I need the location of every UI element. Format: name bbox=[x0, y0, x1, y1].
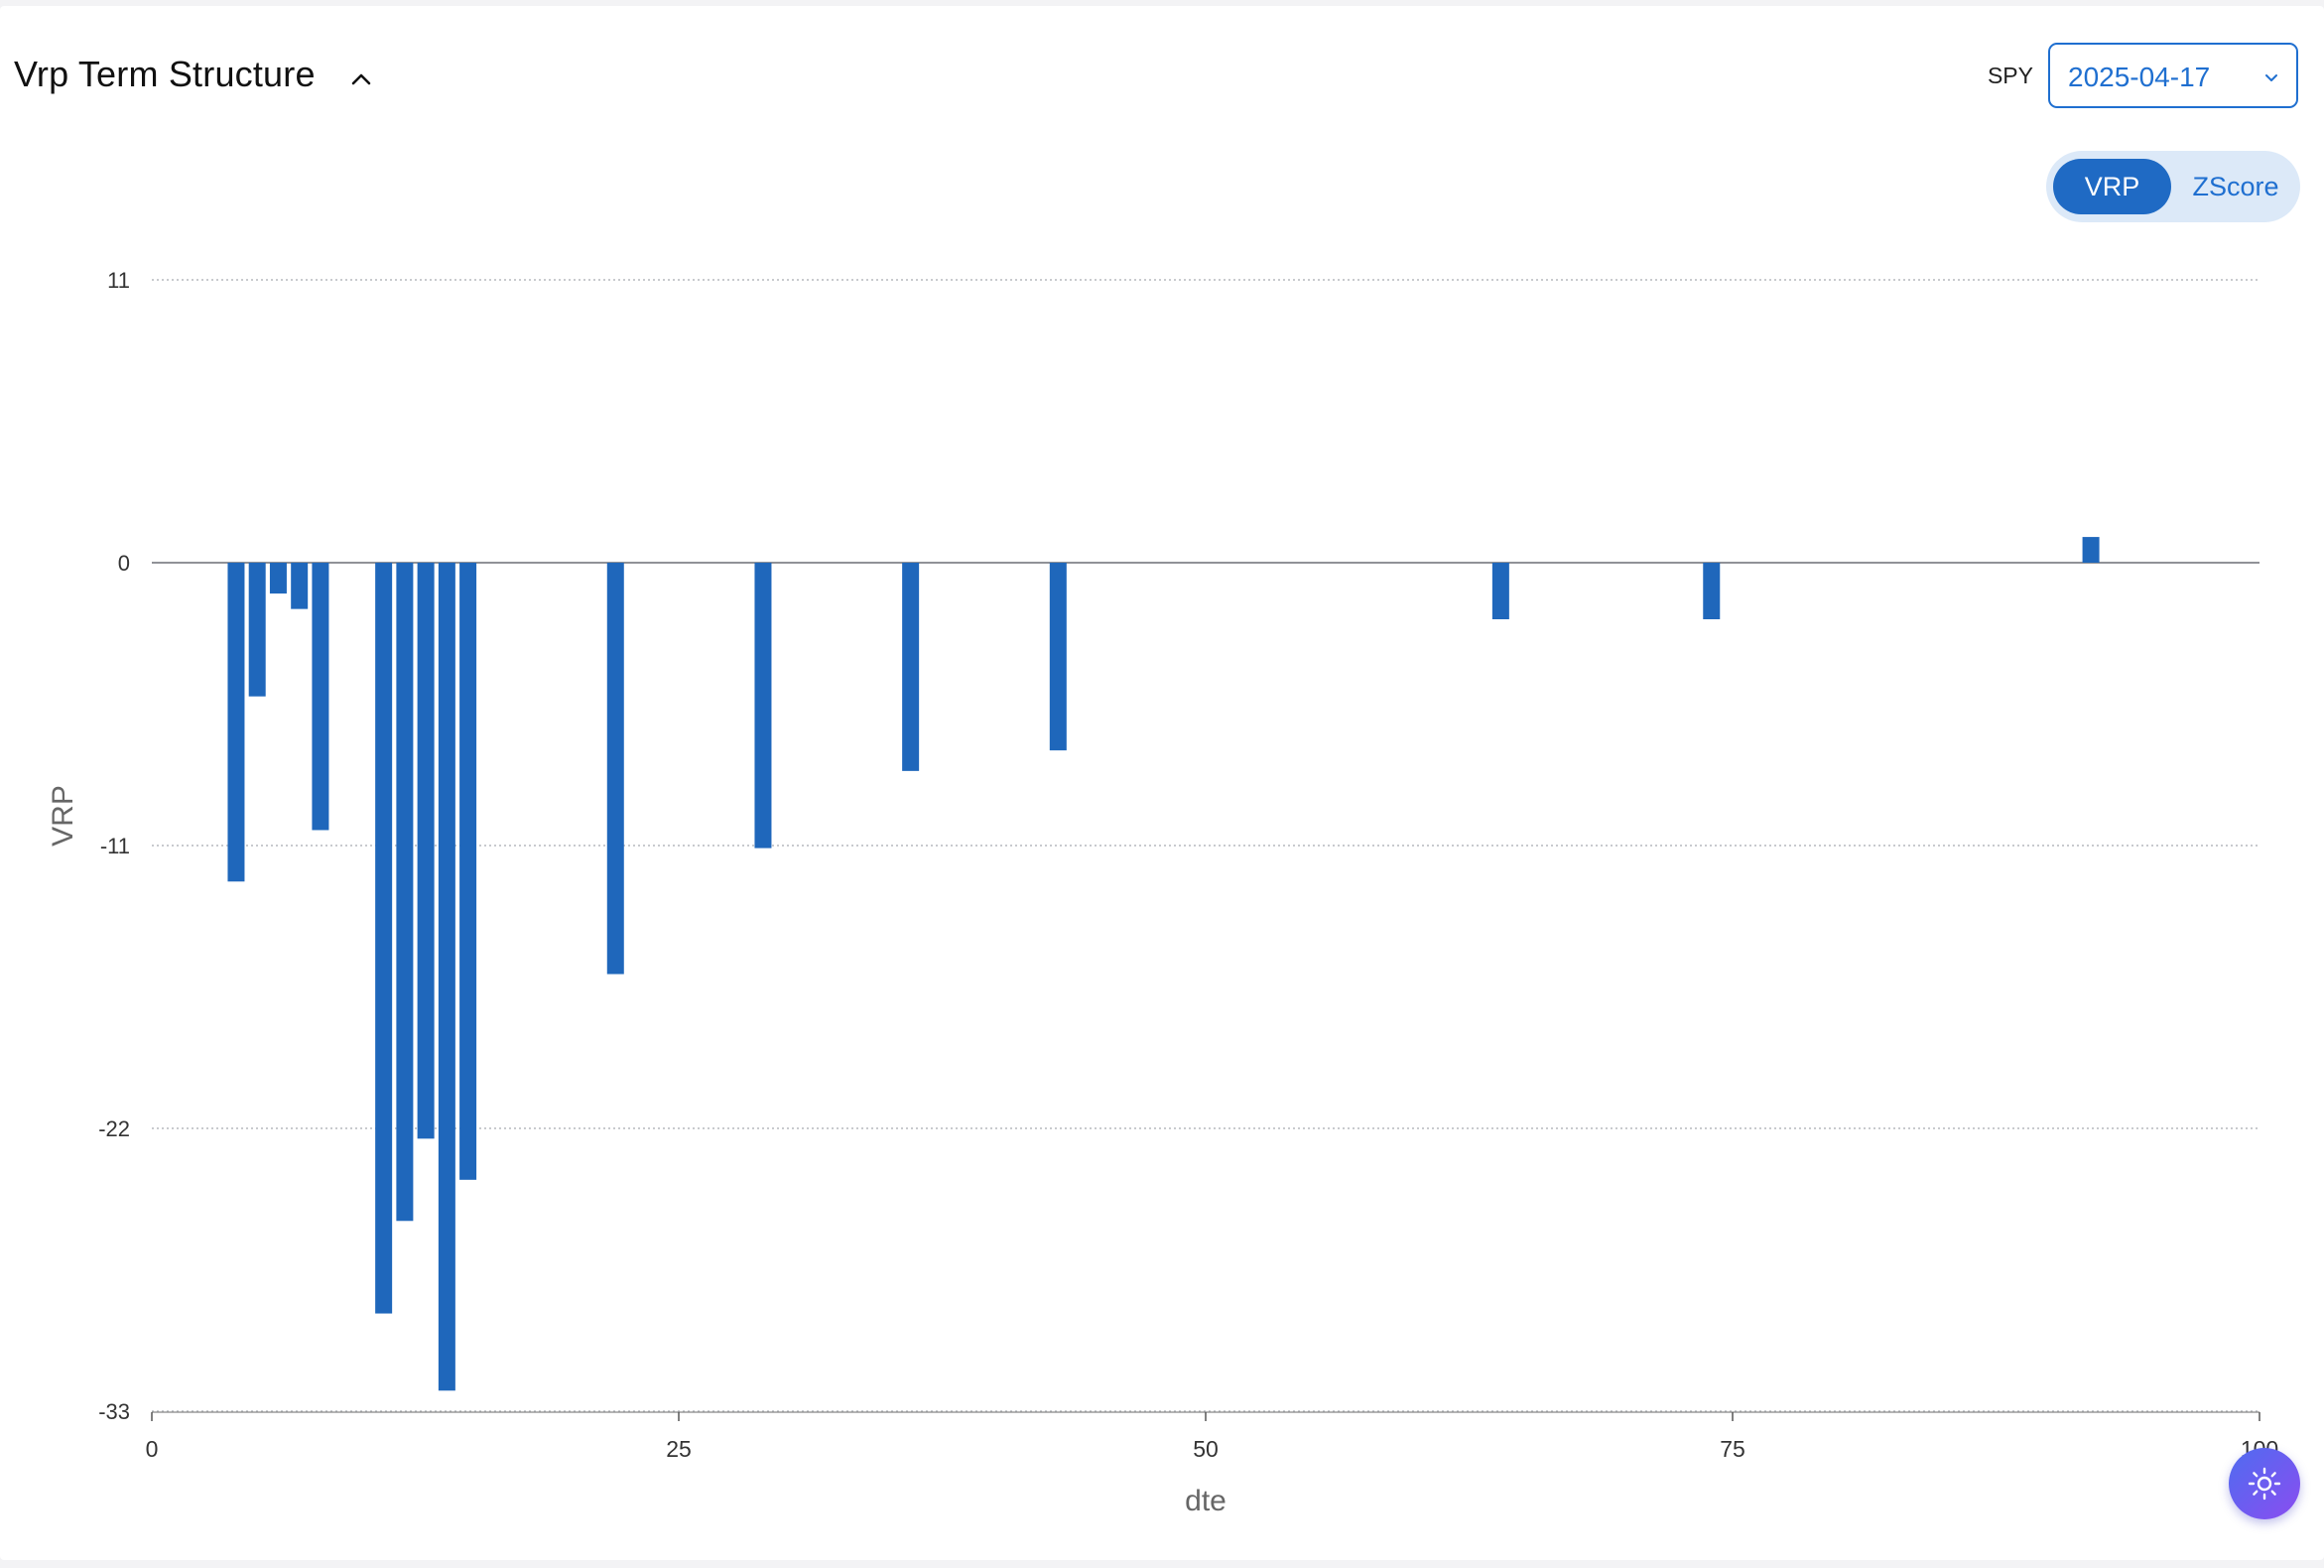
date-select[interactable]: 2025-04-17 bbox=[2048, 43, 2298, 108]
bar bbox=[291, 563, 309, 609]
y-axis-title: VRP bbox=[47, 785, 79, 847]
chart-title: Vrp Term Structure bbox=[14, 54, 316, 94]
chevron-up-icon[interactable] bbox=[347, 65, 375, 93]
bar bbox=[227, 563, 245, 882]
y-tick-label: 0 bbox=[118, 551, 130, 576]
bar bbox=[2082, 537, 2100, 563]
x-axis-title: dte bbox=[1185, 1485, 1227, 1517]
bar bbox=[269, 563, 287, 594]
bar bbox=[754, 563, 772, 849]
date-select-value: 2025-04-17 bbox=[2068, 62, 2211, 92]
bar bbox=[248, 563, 266, 697]
y-tick-label: -22 bbox=[98, 1116, 130, 1141]
bar bbox=[902, 563, 920, 771]
bar bbox=[417, 563, 435, 1139]
y-tick-label: -33 bbox=[98, 1399, 130, 1424]
toggle-zscore[interactable]: ZScore bbox=[2192, 172, 2279, 201]
chevron-down-icon bbox=[2262, 68, 2280, 86]
x-tick-label: 75 bbox=[1720, 1436, 1745, 1462]
bar bbox=[375, 563, 393, 1314]
x-tick-label: 50 bbox=[1193, 1436, 1219, 1462]
sun-icon bbox=[2248, 1467, 2281, 1501]
bar bbox=[459, 563, 477, 1180]
x-tick-label: 0 bbox=[146, 1436, 159, 1462]
metric-toggle: VRP ZScore bbox=[2046, 151, 2300, 222]
bar bbox=[1049, 563, 1067, 751]
x-tick-label: 25 bbox=[666, 1436, 692, 1462]
theme-toggle-button[interactable] bbox=[2229, 1448, 2300, 1519]
bar bbox=[312, 563, 329, 831]
bar bbox=[438, 563, 455, 1391]
ticker-label: SPY bbox=[1987, 63, 2033, 88]
toggle-vrp[interactable]: VRP bbox=[2053, 159, 2171, 214]
bar bbox=[1703, 563, 1721, 619]
y-tick-label: 11 bbox=[107, 268, 130, 293]
bar bbox=[1491, 563, 1509, 619]
bar bbox=[606, 563, 624, 975]
bar bbox=[396, 563, 414, 1222]
y-tick-label: -11 bbox=[100, 834, 130, 858]
